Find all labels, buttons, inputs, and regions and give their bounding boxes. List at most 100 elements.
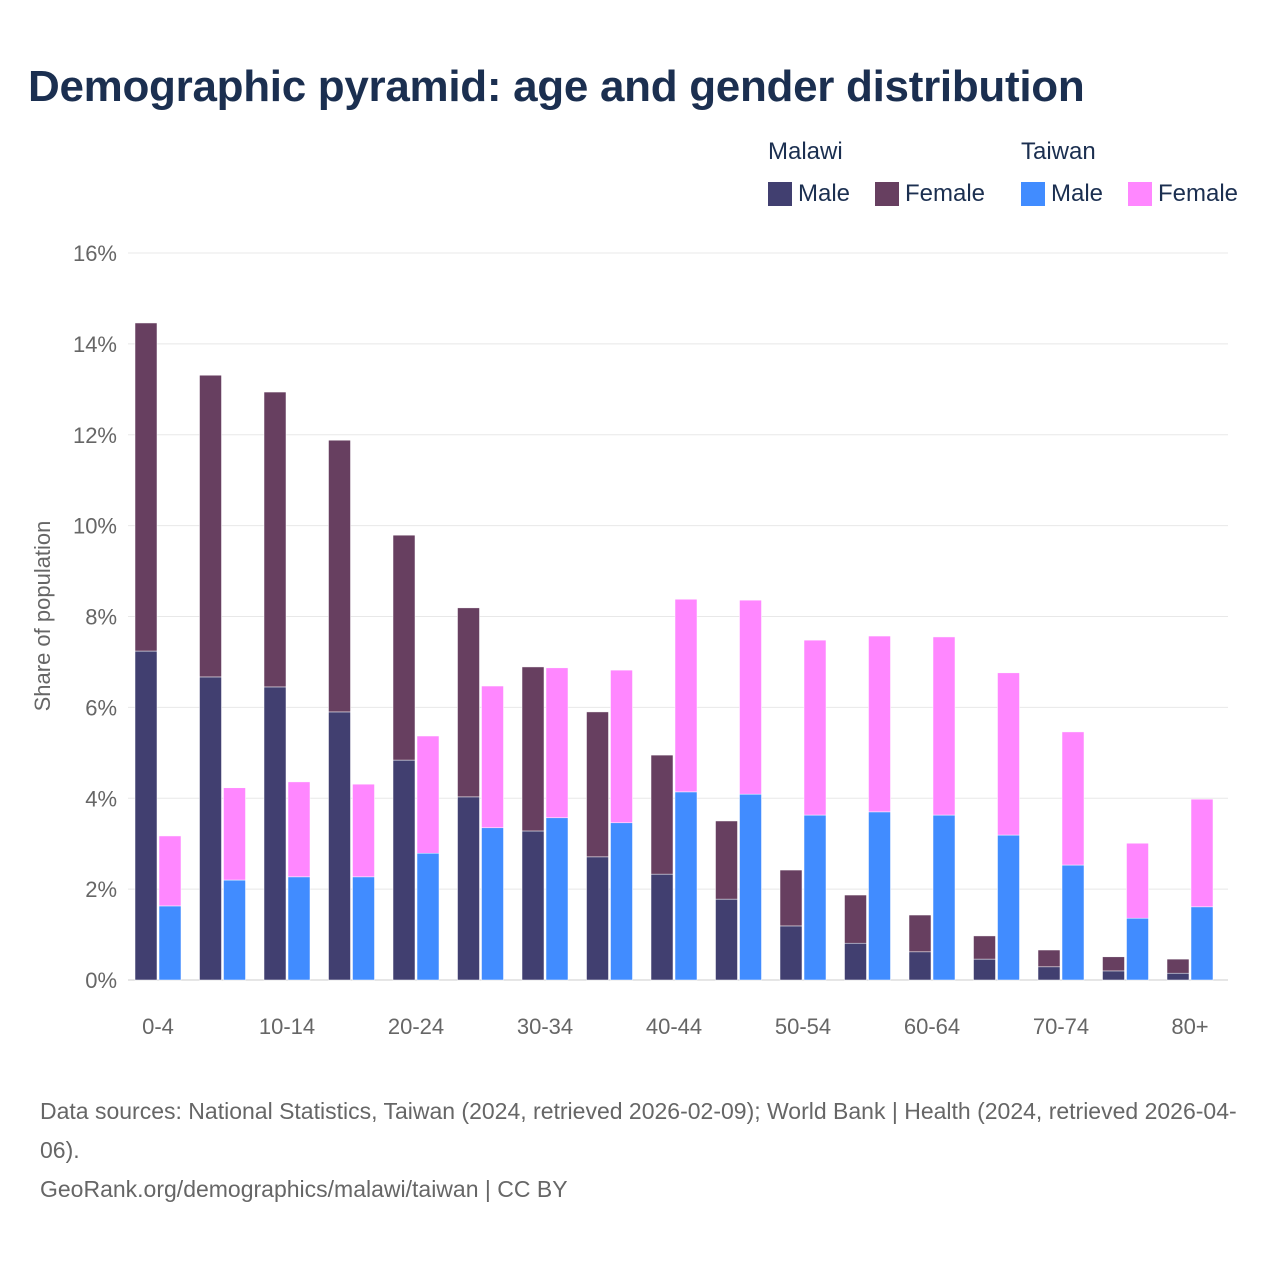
bar-taiwan-female <box>545 667 569 819</box>
bar-taiwan-female <box>803 639 827 816</box>
bar-malawi-female <box>1166 958 1190 974</box>
legend-taiwan-male[interactable]: Male <box>1021 180 1103 208</box>
bar-malawi-male <box>1037 966 1061 981</box>
x-tick-label: 10-14 <box>259 1014 315 1039</box>
bar-malawi-male <box>392 759 416 981</box>
bar-taiwan-female <box>674 598 698 793</box>
y-tick-label: 6% <box>85 695 117 720</box>
bar-taiwan-female <box>416 735 440 854</box>
legend-swatch <box>1128 182 1152 206</box>
bar-malawi-male <box>263 686 287 981</box>
bar-taiwan-male <box>416 852 440 981</box>
bar-taiwan-male <box>674 791 698 981</box>
bar-taiwan-female <box>997 672 1020 836</box>
bar-taiwan-male <box>223 879 246 981</box>
bar-malawi-male <box>457 796 480 981</box>
x-tick-label: 50-54 <box>775 1014 831 1039</box>
bar-taiwan-male <box>352 876 375 981</box>
bar-malawi-female <box>1102 956 1125 972</box>
x-tick-label: 60-64 <box>904 1014 960 1039</box>
bar-taiwan-female <box>610 669 633 824</box>
x-tick-label: 70-74 <box>1033 1014 1089 1039</box>
bar-taiwan-male <box>158 905 182 981</box>
legend-swatch <box>875 182 899 206</box>
bar-malawi-male <box>586 856 609 981</box>
x-tick-label: 30-34 <box>517 1014 573 1039</box>
legend-swatch <box>1021 182 1045 206</box>
bar-malawi-male <box>521 830 545 981</box>
bar-malawi-female <box>844 894 867 944</box>
bar-malawi-male <box>844 942 867 981</box>
bar-malawi-female <box>134 322 158 652</box>
bar-taiwan-male <box>481 827 504 981</box>
bar-taiwan-male <box>997 834 1020 981</box>
bar-taiwan-male <box>1190 906 1214 981</box>
bar-taiwan-male <box>1061 864 1085 981</box>
bar-taiwan-male <box>545 817 569 981</box>
bar-malawi-female <box>263 391 287 688</box>
y-tick-label: 12% <box>73 423 117 448</box>
bar-malawi-female <box>199 374 222 678</box>
bar-malawi-male <box>715 898 738 981</box>
x-tick-label: 0-4 <box>142 1014 174 1039</box>
bar-malawi-female <box>779 869 803 927</box>
y-tick-label: 16% <box>73 241 117 266</box>
bar-taiwan-female <box>287 781 311 878</box>
bar-taiwan-male <box>610 822 633 981</box>
bar-malawi-male <box>328 711 351 981</box>
legend-malawi-male[interactable]: Male <box>768 180 850 208</box>
bar-malawi-male <box>908 951 932 981</box>
bar-malawi-male <box>134 650 158 981</box>
bar-malawi-female <box>521 666 545 832</box>
bar-malawi-male <box>650 873 674 981</box>
bar-malawi-female <box>973 935 996 960</box>
y-tick-label: 10% <box>73 514 117 539</box>
bar-malawi-female <box>1037 949 1061 968</box>
bar-malawi-male <box>1166 972 1190 981</box>
footer-sources: Data sources: National Statistics, Taiwa… <box>40 1098 1237 1163</box>
bar-malawi-female <box>328 439 351 713</box>
chart-title: Demographic pyramid: age and gender dist… <box>28 62 1085 111</box>
bar-taiwan-female <box>739 599 762 795</box>
bar-taiwan-female <box>868 635 891 813</box>
legend-group-malawi: Malawi <box>768 138 843 165</box>
legend-taiwan-female[interactable]: Female <box>1128 180 1238 208</box>
footer-credit: GeoRank.org/demographics/malawi/taiwan |… <box>40 1176 568 1202</box>
plot-area: Share of population 0% 2% 4% 6% 8% 10% 12% 14% 1… <box>30 241 1228 1039</box>
bar-malawi-male <box>779 925 803 981</box>
bar-malawi-male <box>199 676 222 981</box>
bar-taiwan-female <box>158 835 182 907</box>
x-tick-label: 40-44 <box>646 1014 702 1039</box>
legend-label: Female <box>1158 180 1239 207</box>
y-tick-label: 2% <box>85 877 117 902</box>
x-tick-label: 80+ <box>1171 1014 1208 1039</box>
bar-malawi-female <box>908 914 932 953</box>
bar-malawi-female <box>392 534 416 761</box>
y-tick-label: 0% <box>85 968 117 993</box>
y-tick-label: 4% <box>85 786 117 811</box>
legend-swatch <box>768 182 792 206</box>
x-tick-label: 20-24 <box>388 1014 444 1039</box>
y-tick-label: 8% <box>85 605 117 630</box>
bar-taiwan-female <box>352 783 375 878</box>
bar-malawi-female <box>650 754 674 875</box>
bar-taiwan-female <box>1126 842 1149 919</box>
bar-taiwan-male <box>1126 917 1149 981</box>
bar-taiwan-female <box>1190 798 1214 908</box>
y-tick-label: 14% <box>73 332 117 357</box>
bar-taiwan-female <box>481 685 504 829</box>
bar-taiwan-female <box>223 787 246 881</box>
legend-malawi-female[interactable]: Female <box>875 180 985 208</box>
bar-malawi-female <box>586 711 609 858</box>
bar-malawi-male <box>1102 970 1125 981</box>
y-axis-label: Share of population <box>30 521 55 712</box>
bar-malawi-female <box>715 820 738 900</box>
legend-label: Female <box>905 180 986 207</box>
bar-taiwan-male <box>739 793 762 981</box>
bar-taiwan-female <box>932 636 956 816</box>
bar-taiwan-male <box>932 814 956 981</box>
bar-taiwan-male <box>287 876 311 981</box>
bar-taiwan-male <box>803 814 827 981</box>
legend-label: Male <box>1051 180 1104 207</box>
